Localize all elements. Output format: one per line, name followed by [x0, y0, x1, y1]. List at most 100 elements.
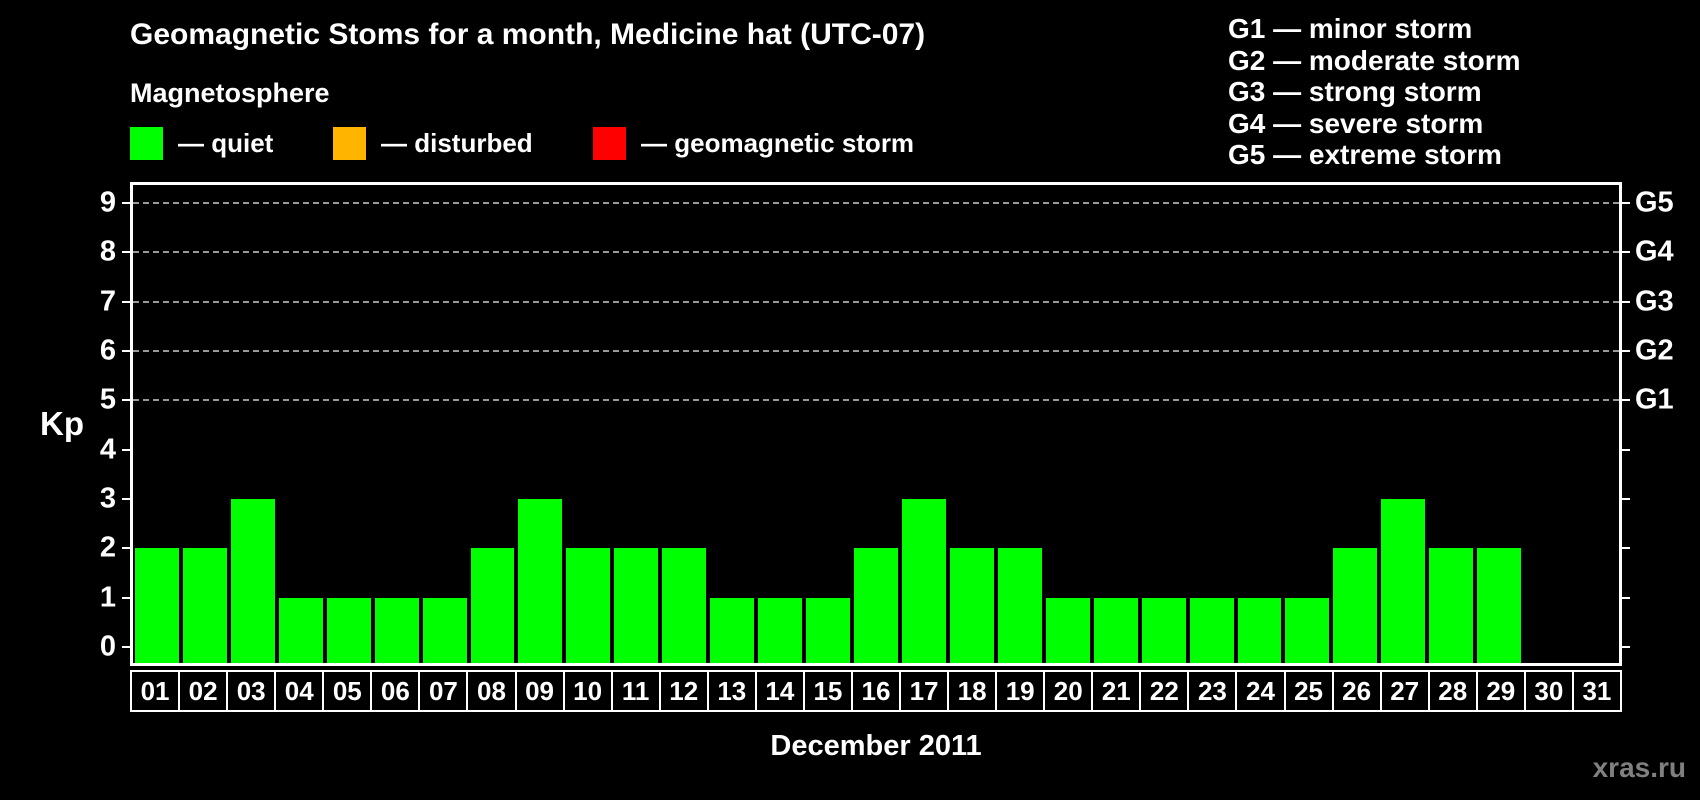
- kp-axis-title: Kp: [40, 405, 84, 442]
- y-axis-label: 6: [99, 334, 116, 367]
- legend-swatch: [333, 127, 366, 160]
- kp-bar: [1189, 597, 1234, 663]
- g-scale-axis-label: G2: [1635, 334, 1674, 367]
- page-title: Geomagnetic Stoms for a month, Medicine …: [130, 18, 926, 51]
- day-cell: 11: [612, 670, 661, 712]
- y-axis-tick-right: [1621, 300, 1630, 303]
- legend-item: — disturbed: [333, 127, 533, 160]
- plot-area: 0 1 2 3 4 5 6 7 8 9 G1 G2 G3 G4 G5: [100, 182, 1674, 666]
- day-cell: 10: [564, 670, 613, 712]
- kp-bar: [566, 548, 611, 663]
- day-axis-row: 01 02 03 04 05 06 07 08 09 10 11 12 13 14 15 16 17 18 19 20…: [130, 670, 1622, 712]
- kp-bar: [1285, 597, 1330, 663]
- kp-bar: [230, 499, 275, 663]
- y-axis-tick-left: [122, 596, 131, 599]
- day-cell: 01: [130, 670, 181, 712]
- y-axis-tick-right: [1621, 251, 1630, 254]
- y-axis-label: 3: [99, 482, 116, 515]
- day-cell: 15: [804, 670, 853, 712]
- g-scale-legend-line: G3 — strong storm: [1228, 76, 1482, 107]
- g-scale-legend-line: G1 — minor storm: [1228, 13, 1473, 44]
- gridline: [133, 349, 1619, 352]
- y-axis-tick-right: [1621, 201, 1630, 204]
- y-axis-label: 5: [99, 383, 116, 416]
- kp-bar: [1333, 548, 1378, 663]
- y-axis-label: 2: [99, 531, 116, 564]
- gridline: [133, 300, 1619, 303]
- y-axis-tick-left: [122, 201, 131, 204]
- y-axis-tick-left: [122, 300, 131, 303]
- g-scale-legend: G1 — minor storm G2 — moderate storm G3 — …: [1228, 13, 1521, 171]
- day-cell: 29: [1477, 670, 1526, 712]
- day-cell: 02: [180, 670, 229, 712]
- legend-swatch: [130, 127, 163, 160]
- day-cell: 23: [1189, 670, 1238, 712]
- kp-bar: [854, 548, 898, 663]
- kp-bar: [1429, 548, 1474, 663]
- day-cell: 16: [852, 670, 901, 712]
- kp-bar: [278, 597, 323, 663]
- y-axis-tick-right: [1621, 646, 1630, 649]
- legend-item: — quiet: [130, 127, 273, 160]
- kp-bar: [518, 499, 563, 663]
- day-cell: 24: [1237, 670, 1286, 712]
- y-axis-tick-left: [122, 448, 131, 451]
- day-cell: 12: [660, 670, 709, 712]
- day-cell: 19: [997, 670, 1046, 712]
- y-axis-label: 8: [99, 235, 116, 268]
- kp-bar: [470, 548, 515, 663]
- y-axis-tick-right: [1621, 349, 1630, 352]
- kp-bar: [1093, 597, 1138, 663]
- kp-bar: [806, 597, 851, 663]
- y-axis-tick-right: [1621, 448, 1630, 451]
- kp-bar: [1237, 597, 1282, 663]
- g-scale-legend-line: G4 — severe storm: [1228, 107, 1484, 139]
- legend-label: — disturbed: [381, 128, 533, 158]
- y-axis-tick-left: [122, 498, 131, 501]
- day-cell: 27: [1381, 670, 1430, 712]
- y-axis-tick-left: [122, 349, 131, 352]
- kp-bar: [135, 548, 179, 663]
- day-cell: 20: [1045, 670, 1094, 712]
- day-cell: 04: [276, 670, 325, 712]
- legend-swatch: [593, 127, 626, 160]
- g-scale-legend-line: G5 — extreme storm: [1228, 139, 1502, 170]
- legend-label: — quiet: [178, 128, 274, 158]
- day-cell: 18: [949, 670, 998, 712]
- kp-bar: [422, 597, 467, 663]
- magnetosphere-legend: — quiet — disturbed — geomagnetic storm: [0, 127, 1700, 167]
- day-cell: 14: [756, 670, 805, 712]
- y-axis-tick-left: [122, 251, 131, 254]
- g-scale-axis-label: G1: [1635, 383, 1674, 416]
- kp-bar: [758, 597, 803, 663]
- y-axis-tick-right: [1621, 547, 1630, 550]
- y-axis-tick-right: [1621, 596, 1630, 599]
- y-axis-tick-left: [122, 547, 131, 550]
- legend-item: — geomagnetic storm: [593, 127, 914, 160]
- y-axis-tick-right: [1621, 399, 1630, 402]
- day-cell: 06: [372, 670, 421, 712]
- legend-label: — geomagnetic storm: [641, 128, 915, 158]
- kp-bar: [1141, 597, 1186, 663]
- day-cell: 05: [324, 670, 373, 712]
- day-cell: 31: [1573, 670, 1622, 712]
- y-axis-label: 1: [99, 581, 116, 614]
- kp-bar: [374, 597, 419, 663]
- y-axis-label: 9: [99, 186, 116, 219]
- y-axis-tick-right: [1621, 498, 1630, 501]
- month-label: December 2011: [770, 730, 982, 762]
- kp-bar: [997, 548, 1042, 663]
- g-scale-legend-line: G2 — moderate storm: [1228, 44, 1521, 76]
- y-axis-label: 0: [99, 630, 116, 663]
- day-cell: 03: [228, 670, 277, 712]
- day-cell: 17: [901, 670, 950, 712]
- y-axis-tick-left: [122, 646, 131, 649]
- day-cell: 21: [1093, 670, 1142, 712]
- g-scale-axis-label: G5: [1635, 186, 1674, 219]
- kp-bar: [949, 548, 994, 663]
- kp-bar: [1045, 597, 1090, 663]
- kp-bar: [1477, 548, 1522, 663]
- watermark: xras.ru: [1592, 752, 1686, 783]
- day-cell: 30: [1525, 670, 1574, 712]
